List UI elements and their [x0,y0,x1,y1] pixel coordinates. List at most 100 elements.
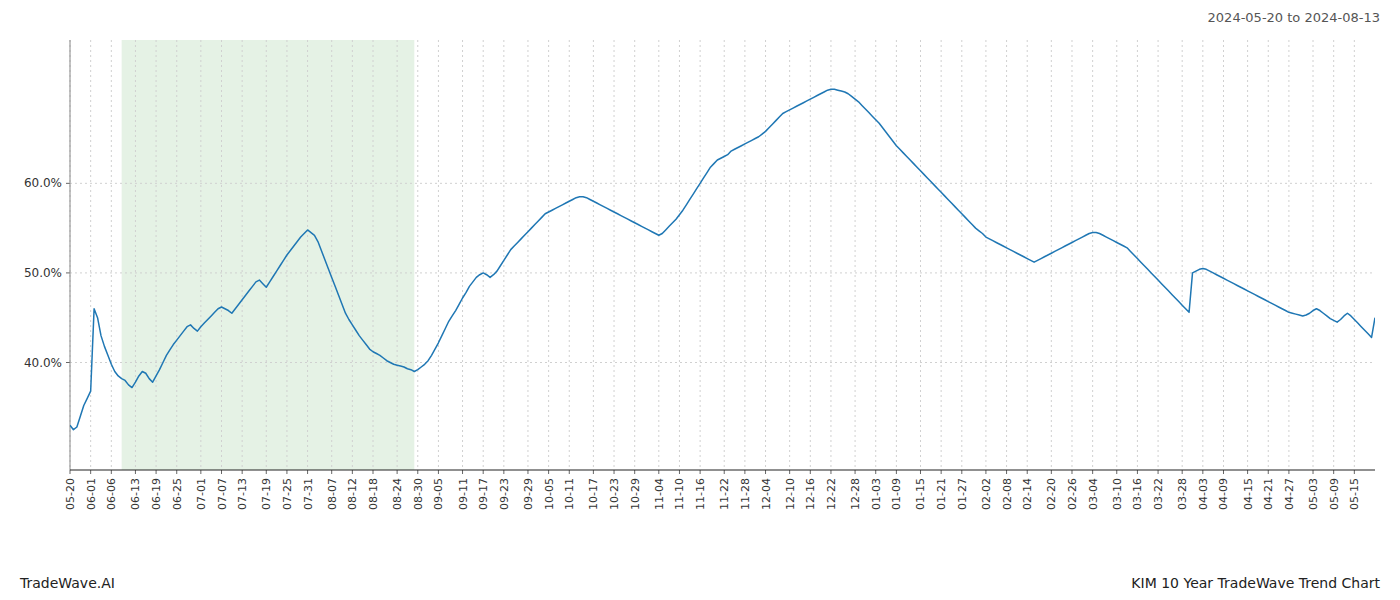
title: 2024-05-20 to 2024-08-13 [1208,10,1380,25]
x-grid-line [1247,40,1248,470]
x-tick-label: 07-01 [195,478,208,510]
x-grid-line [1268,40,1269,470]
x-tick-label: 03-22 [1152,478,1165,510]
x-tick-label: 02-26 [1066,478,1079,510]
x-tick-label: 08-07 [326,478,339,510]
x-grid-line [242,40,243,470]
x-grid-line [1202,40,1203,470]
x-tick-label: 06-19 [150,478,163,510]
x-grid-line [810,40,811,470]
footer-annotation: TradeWave.AI [19,575,115,591]
x-tick-label: 09-05 [432,478,445,510]
x-grid-line [266,40,267,470]
x-axis-line [70,469,1375,470]
y-tick-label: 60.0% [24,176,62,190]
x-grid-line [156,40,157,470]
x-grid-line [70,40,71,470]
x-tick-label: 07-19 [260,478,273,510]
x-tick-label: 02-20 [1045,478,1058,510]
x-grid-line [1354,40,1355,470]
x-tick-label: 02-02 [980,478,993,510]
x-tick-label: 11-10 [673,478,686,510]
x-tick-label: 10-17 [587,478,600,510]
x-tick-label: 04-03 [1197,478,1210,510]
x-grid-line [503,40,504,470]
x-tick-label: 12-28 [849,478,862,510]
x-tick-label: 02-14 [1021,478,1034,510]
y-tick [66,183,70,184]
y-tick [66,272,70,273]
chart: 05-2006-0106-0606-1306-1906-2507-0107-07… [0,0,1400,600]
x-tick-label: 01-09 [890,478,903,510]
x-grid-line [634,40,635,470]
x-grid-line [941,40,942,470]
x-tick-label: 03-28 [1176,478,1189,510]
highlight-band [122,40,415,470]
x-tick-label: 05-15 [1348,478,1361,510]
x-grid-line [331,40,332,470]
x-grid-line [1116,40,1117,470]
x-tick-label: 09-23 [498,478,511,510]
x-grid-line [658,40,659,470]
y-grid-line [70,362,1375,363]
x-tick-label: 12-22 [825,478,838,510]
x-tick-label: 11-22 [718,478,731,510]
x-tick-label: 01-03 [870,478,883,510]
x-grid-line [111,40,112,470]
x-grid-line [569,40,570,470]
x-grid-line [830,40,831,470]
y-grid-line [70,183,1375,184]
x-grid-line [1333,40,1334,470]
y-tick-label: 50.0% [24,266,62,280]
x-tick-label: 06-01 [85,478,98,510]
grid [70,40,1375,470]
x-grid-line [1158,40,1159,470]
x-tick-label: 04-09 [1217,478,1230,510]
x-tick-label: 06-06 [105,478,118,510]
x-grid-line [307,40,308,470]
x-tick-label: 09-17 [477,478,490,510]
x-grid-line [679,40,680,470]
x-tick-label: 11-28 [739,478,752,510]
x-grid-line [724,40,725,470]
x-grid-line [221,40,222,470]
highlight-layer [122,40,415,470]
x-tick-label: 08-30 [412,478,425,510]
x-grid-line [397,40,398,470]
x-grid-line [548,40,549,470]
x-grid-line [373,40,374,470]
x-tick-label: 10-11 [563,478,576,510]
x-tick-label: 08-12 [346,478,359,510]
x-tick-label: 11-04 [653,478,666,510]
x-grid-line [961,40,962,470]
x-grid-line [1223,40,1224,470]
x-grid-line [1288,40,1289,470]
x-tick-label: 12-10 [784,478,797,510]
x-tick-label: 03-04 [1087,478,1100,510]
x-grid-line [593,40,594,470]
x-grid-line [1313,40,1314,470]
y-tick [66,362,70,363]
x-tick-label: 08-24 [391,478,404,510]
x-grid-line [527,40,528,470]
x-grid-line [352,40,353,470]
x-grid-line [744,40,745,470]
x-grid-line [438,40,439,470]
x-grid-line [135,40,136,470]
x-tick-label: 02-08 [1001,478,1014,510]
x-grid-line [985,40,986,470]
x-grid-line [1006,40,1007,470]
x-grid-line [1137,40,1138,470]
x-grid-line [90,40,91,470]
x-grid-line [200,40,201,470]
x-tick-label: 10-23 [608,478,621,510]
x-tick-label: 10-05 [543,478,556,510]
x-grid-line [765,40,766,470]
x-grid-line [483,40,484,470]
x-tick-label: 12-04 [760,478,773,510]
x-tick-label: 11-16 [694,478,707,510]
x-tick-label: 04-15 [1242,478,1255,510]
x-tick-label: 12-16 [804,478,817,510]
x-grid-line [920,40,921,470]
x-tick-label: 03-16 [1131,478,1144,510]
